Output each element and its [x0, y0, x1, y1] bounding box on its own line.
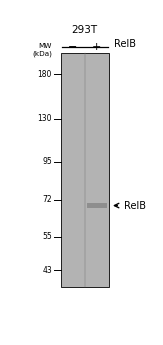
- Text: −: −: [68, 42, 77, 52]
- Text: 293T: 293T: [72, 25, 98, 35]
- Text: 180: 180: [38, 70, 52, 79]
- Text: 72: 72: [42, 195, 52, 204]
- Text: MW
(kDa): MW (kDa): [32, 43, 52, 57]
- Text: +: +: [92, 42, 102, 52]
- Text: 55: 55: [42, 232, 52, 241]
- Text: RelB: RelB: [114, 39, 136, 49]
- Bar: [87, 203, 107, 208]
- Text: RelB: RelB: [124, 200, 146, 210]
- Text: 95: 95: [42, 157, 52, 166]
- Text: 130: 130: [37, 115, 52, 124]
- Text: 43: 43: [42, 266, 52, 275]
